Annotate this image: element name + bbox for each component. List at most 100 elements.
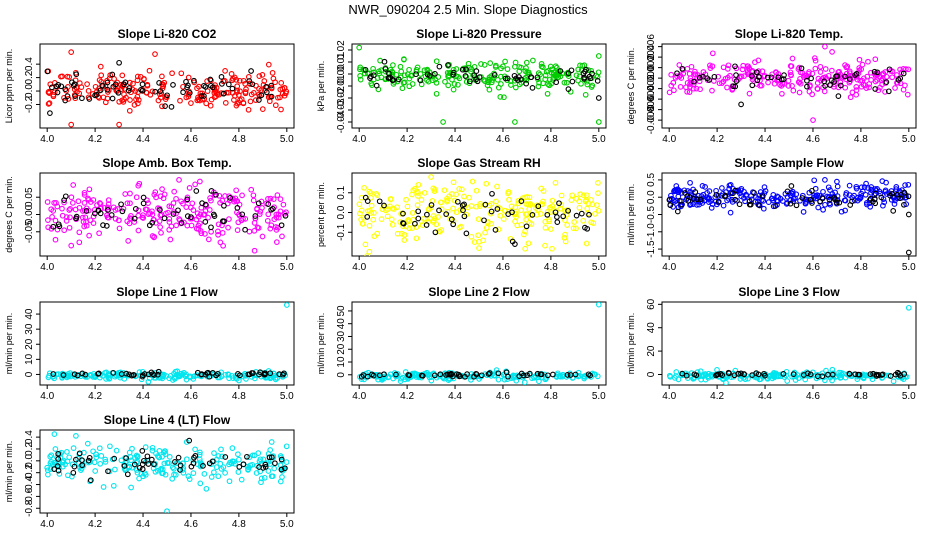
data-point (226, 478, 233, 485)
data-point (261, 78, 268, 84)
data-point-highlight (804, 77, 810, 84)
data-point-highlight (209, 458, 216, 465)
data-point (905, 181, 912, 188)
data-point-highlight (79, 462, 86, 469)
data-point-highlight (667, 202, 674, 209)
data-point (226, 461, 232, 468)
data-point (552, 179, 559, 186)
outlier-point (128, 484, 134, 491)
data-point-highlight (225, 81, 232, 88)
points-layer (44, 49, 290, 128)
data-point (240, 77, 247, 84)
data-point (595, 207, 602, 214)
data-point (190, 207, 197, 213)
data-point-highlight (172, 459, 178, 465)
data-point (124, 218, 131, 225)
data-point-highlight (473, 68, 480, 74)
data-point-highlight (489, 190, 495, 197)
data-point (403, 196, 409, 203)
data-point (181, 370, 187, 376)
data-point (112, 466, 118, 473)
data-point (183, 456, 190, 463)
data-point (256, 73, 263, 79)
data-point-highlight (369, 371, 375, 378)
y-tick-label: 0.02 (336, 40, 347, 60)
data-point-highlight (74, 372, 81, 379)
y-tick-label: -1.5 (646, 240, 657, 258)
data-point-highlight (282, 465, 288, 472)
data-point-highlight (756, 74, 762, 80)
data-point (98, 453, 105, 459)
data-point (512, 218, 518, 225)
data-point (535, 83, 542, 90)
data-point (234, 89, 240, 95)
data-point-highlight (446, 371, 453, 378)
data-point (186, 185, 193, 191)
data-point (151, 234, 158, 240)
data-point-highlight (400, 210, 406, 217)
data-point (544, 90, 551, 97)
data-point-highlight (213, 372, 219, 379)
data-point (831, 372, 837, 379)
data-point-highlight (733, 72, 739, 78)
data-point (702, 184, 708, 190)
outlier-point (68, 49, 75, 55)
data-point-highlight (123, 455, 129, 461)
data-point (130, 80, 136, 87)
panel-title: Slope Sample Flow (734, 156, 844, 170)
points-layer (666, 44, 912, 123)
data-point (283, 459, 290, 465)
data-point (156, 448, 163, 454)
data-point-highlight (557, 68, 564, 74)
data-point (450, 86, 457, 93)
data-point (445, 82, 452, 89)
data-point (233, 102, 240, 109)
panel-8: Slope Line 2 Flow ml/min per min. 4.0 4.2 4.… (316, 285, 607, 402)
data-point (789, 55, 796, 62)
data-point (157, 224, 164, 230)
data-point-highlight (685, 197, 692, 204)
data-point (219, 453, 225, 460)
data-point (233, 187, 240, 194)
data-point (857, 193, 864, 200)
data-point-highlight (450, 221, 457, 228)
data-point-highlight (82, 371, 89, 378)
x-tick-label: 4.6 (184, 519, 198, 530)
data-point-highlight (73, 71, 80, 78)
data-point (415, 190, 421, 196)
data-point-highlight (694, 196, 701, 203)
x-tick-label: 4.2 (710, 134, 724, 145)
y-tick-label: 0.006 (646, 34, 657, 59)
data-point (522, 68, 529, 74)
data-point (64, 449, 70, 455)
outlier-point (738, 101, 744, 108)
data-point-highlight (730, 83, 737, 90)
data-point (272, 79, 278, 86)
data-point-highlight (144, 453, 151, 460)
data-point (198, 204, 205, 211)
data-point-highlight (432, 229, 439, 236)
data-point-highlight (836, 199, 843, 206)
y-tick-label: 0.00 (336, 64, 347, 84)
data-point (121, 465, 128, 472)
data-point-highlight (100, 222, 106, 228)
data-point (894, 79, 901, 86)
data-point (500, 216, 507, 222)
data-point (415, 181, 422, 188)
data-point (235, 469, 242, 475)
data-point-highlight (467, 78, 473, 85)
data-point (251, 220, 258, 226)
data-point-highlight (256, 97, 262, 103)
data-point (132, 88, 139, 94)
data-point (417, 71, 424, 77)
y-tick-label: 0.01 (336, 52, 347, 72)
data-point (814, 86, 821, 92)
data-point (773, 69, 779, 75)
data-point (522, 245, 529, 252)
data-point (523, 65, 529, 71)
y-tick-label: -0.004 (646, 85, 657, 114)
data-point (371, 233, 378, 240)
x-tick-label: 4.2 (400, 262, 414, 273)
data-point (668, 71, 675, 78)
data-point (444, 198, 450, 205)
